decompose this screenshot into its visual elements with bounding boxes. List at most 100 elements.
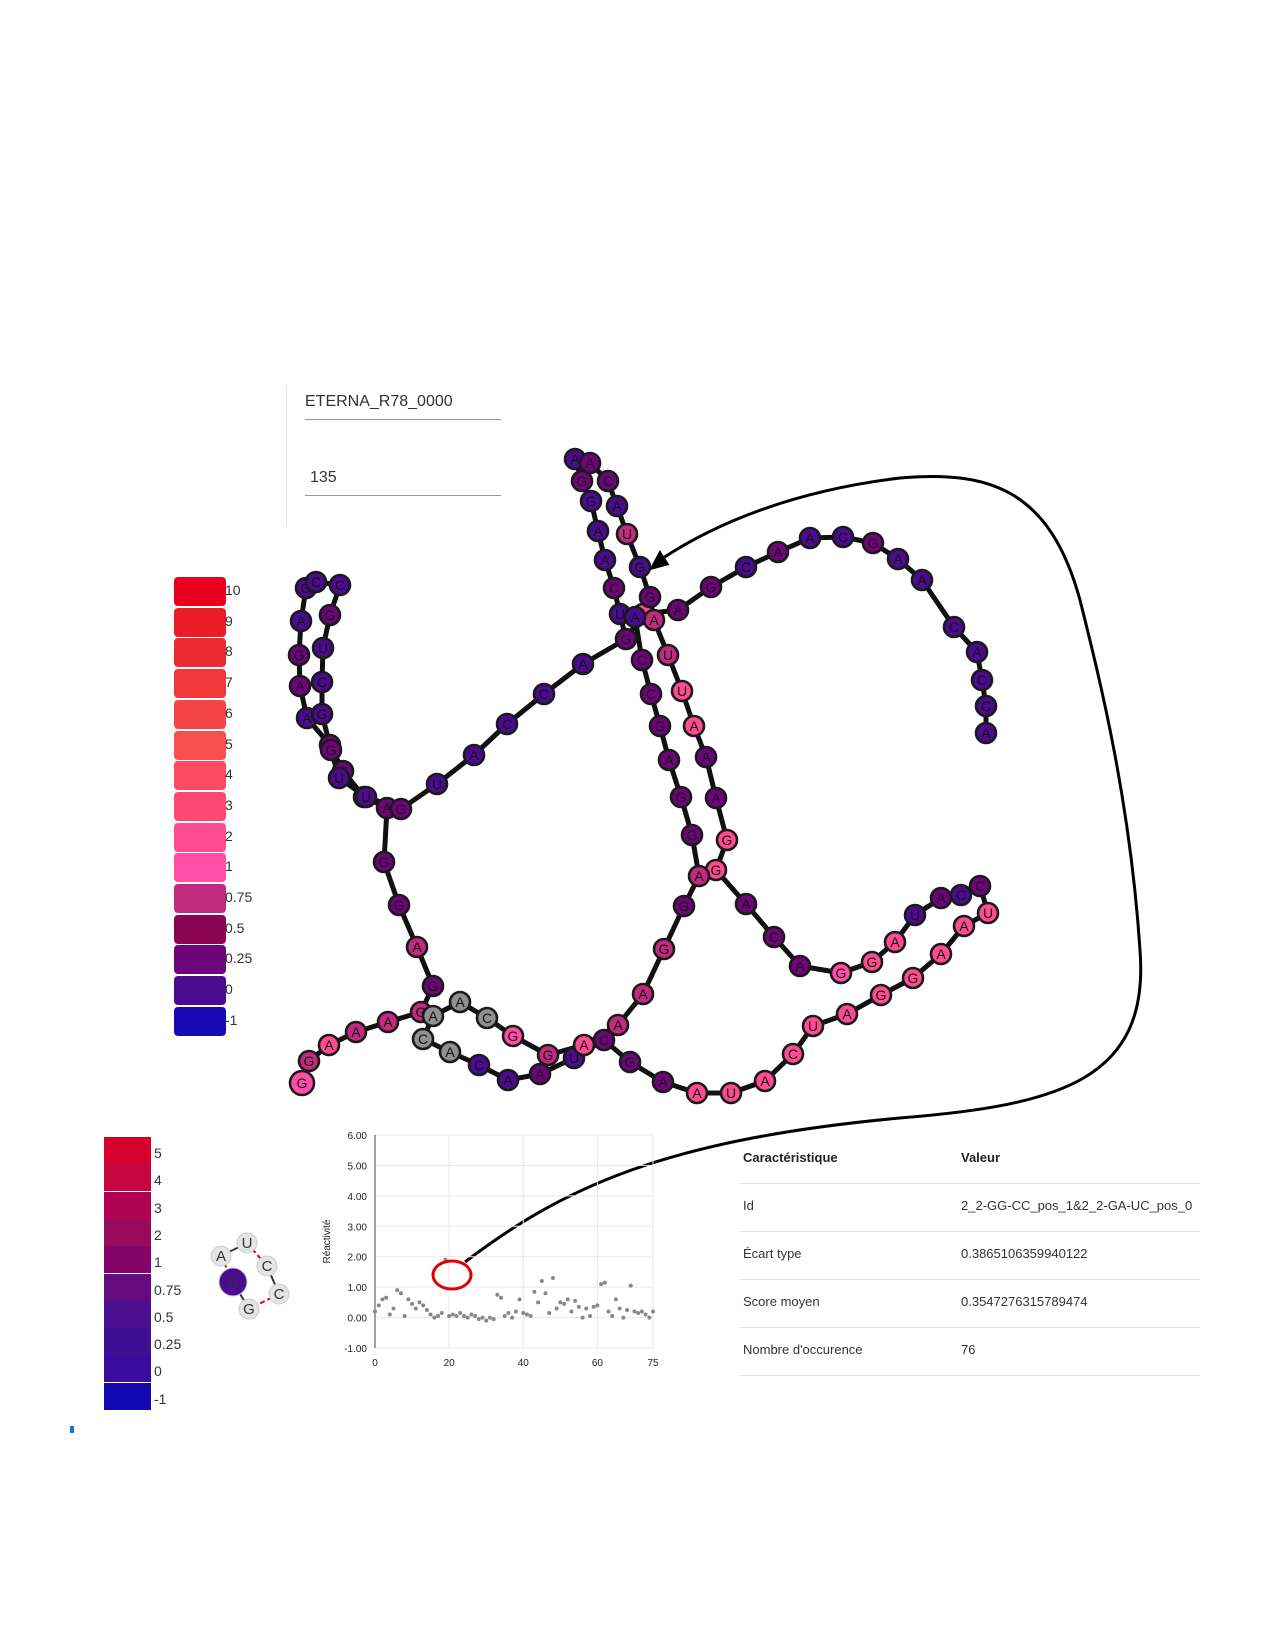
table-header: Caractéristique Valeur xyxy=(740,1136,1200,1184)
nucleotide-letter: G xyxy=(297,1075,308,1091)
nucleotide-letter: A xyxy=(658,1074,668,1090)
nucleotide-letter: A xyxy=(428,1008,438,1024)
legend-swatch xyxy=(104,1164,151,1192)
legend-label: 0.75 xyxy=(154,1281,182,1298)
nucleotide: A xyxy=(657,748,681,772)
nucleotide-letter: G xyxy=(621,631,632,647)
table-row: Score moyen 0.3547276315789474 xyxy=(740,1280,1200,1328)
data-point xyxy=(565,1297,570,1302)
legend-swatch xyxy=(104,1328,151,1356)
legend-swatch xyxy=(174,914,226,944)
y-tick-label: 3.00 xyxy=(348,1222,368,1233)
nucleotide-letter: A xyxy=(795,958,805,974)
nucleotide: G xyxy=(352,785,376,809)
legend-label: 4 xyxy=(154,1172,162,1189)
number-input[interactable]: 135 xyxy=(305,461,501,496)
nucleotide: A xyxy=(631,982,655,1006)
nucleotide: G xyxy=(579,489,603,513)
header-characteristic: Caractéristique xyxy=(743,1150,838,1165)
nucleotide-letter: A xyxy=(649,612,659,628)
data-point xyxy=(473,1314,478,1319)
nucleotide-letter: C xyxy=(603,473,613,489)
nucleotide-letter: C xyxy=(311,574,321,590)
nucleotide-letter: C xyxy=(741,559,751,575)
nucleotide: C xyxy=(630,648,654,672)
data-point xyxy=(606,1309,611,1314)
nucleotide: A xyxy=(753,1069,777,1093)
motif-node xyxy=(236,1232,258,1254)
nucleotide: C xyxy=(942,615,966,639)
nucleotide: C xyxy=(304,570,328,594)
legend-label: 0.25 xyxy=(154,1336,182,1353)
legend-swatch xyxy=(174,730,226,760)
nucleotide: A xyxy=(704,786,728,810)
nucleotide-letter: U xyxy=(808,1018,818,1034)
nucleotide: A xyxy=(344,1020,368,1044)
nucleotide-letter: C xyxy=(838,529,848,545)
data-point xyxy=(391,1306,396,1311)
data-point xyxy=(647,1315,652,1320)
nucleotide: G xyxy=(829,961,853,985)
nucleotide: U xyxy=(670,679,694,703)
nucleotide: G xyxy=(297,1049,321,1073)
nucleotide-letter: A xyxy=(630,609,640,625)
nucleotide: U xyxy=(354,785,378,809)
data-point xyxy=(591,1304,596,1309)
data-point xyxy=(461,1314,466,1319)
nucleotide: A xyxy=(798,526,822,550)
nucleotide-letter: G xyxy=(625,1054,636,1070)
nucleotide-letter: C xyxy=(981,698,991,714)
data-point xyxy=(469,1312,474,1317)
row-label: Score moyen xyxy=(743,1294,820,1309)
motif-letter: C xyxy=(262,1258,273,1275)
legend-label: 2 xyxy=(154,1226,162,1243)
nucleotide-letter: C xyxy=(539,686,549,702)
nucleotide: U xyxy=(801,1014,825,1038)
nucleotide-letter: A xyxy=(324,1037,334,1053)
data-point xyxy=(621,1315,626,1320)
nucleotide: G xyxy=(288,1069,316,1097)
nucleotide-letter: A xyxy=(613,1017,623,1033)
nucleotide-letter: C xyxy=(769,929,779,945)
sequence-id-input[interactable]: ETERNA_R78_0000 xyxy=(305,385,501,420)
data-point xyxy=(580,1315,585,1320)
legend-swatch xyxy=(174,577,226,606)
motif-node xyxy=(210,1245,232,1267)
nucleotide-letter: U xyxy=(677,683,687,699)
legend-label: 0.75 xyxy=(225,889,253,905)
nucleotide-letter: G xyxy=(304,1053,315,1069)
data-point xyxy=(443,1257,448,1262)
data-point xyxy=(576,1304,581,1309)
nucleotide: A xyxy=(438,1040,462,1064)
data-point xyxy=(510,1315,515,1320)
data-point xyxy=(584,1306,589,1311)
data-point xyxy=(380,1297,385,1302)
motif-link xyxy=(232,1281,250,1310)
nucleotide: G xyxy=(704,858,728,882)
nucleotide: A xyxy=(405,935,429,959)
legend-swatch xyxy=(104,1137,151,1164)
nucleotide-letter: G xyxy=(836,965,847,981)
data-point xyxy=(547,1311,552,1316)
rna-backbone xyxy=(296,456,991,1096)
nucleotide: A xyxy=(295,706,319,730)
nucleotide: G xyxy=(421,974,445,998)
legend-swatch xyxy=(104,1382,151,1410)
nucleotide-letter: U xyxy=(726,1085,736,1101)
nucleotide: A xyxy=(528,1062,552,1086)
nucleotide: G xyxy=(319,738,343,762)
data-point xyxy=(643,1312,648,1317)
nucleotide-letter: A xyxy=(959,918,969,934)
nucleotide-letter: A xyxy=(893,551,903,567)
nucleotide-letter: A xyxy=(805,530,815,546)
nucleotide-letter: A xyxy=(600,552,610,568)
reactivity-scatter-chart: -1.00 0.00 1.00 2.00 3.00 4.00 5.00 6.00 0 20 40 60… xyxy=(322,1131,659,1369)
data-point xyxy=(447,1314,452,1319)
nucleotide: C xyxy=(734,555,758,579)
nucleotide: A xyxy=(563,447,587,471)
legend-label: 1 xyxy=(225,858,233,875)
input-panel: ETERNA_R78_0000 135 xyxy=(286,385,502,525)
nucleotide: A xyxy=(929,942,953,966)
data-point xyxy=(528,1314,533,1319)
legend-label: 7 xyxy=(225,674,233,691)
